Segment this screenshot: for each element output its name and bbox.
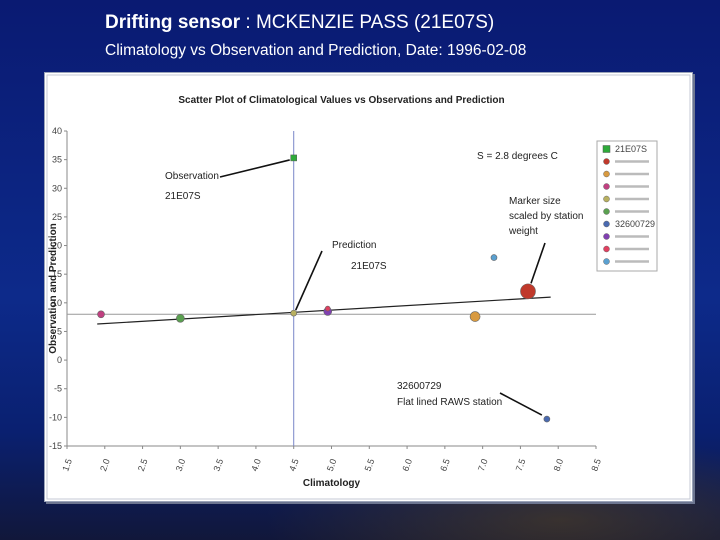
y-tick-label: 25 <box>52 212 62 222</box>
x-axis-label: Climatology <box>303 478 361 489</box>
y-tick-label: -10 <box>49 412 62 422</box>
data-point <box>520 283 536 300</box>
slide-subtitle: Climatology vs Observation and Predictio… <box>105 42 527 59</box>
annotation-text: scaled by station <box>509 211 584 222</box>
legend-marker <box>603 170 610 178</box>
legend-marker <box>603 195 610 203</box>
x-tick-label: 1.5 <box>60 457 74 472</box>
legend-marker <box>603 220 610 228</box>
x-tick-label: 4.5 <box>287 457 301 472</box>
annotation-arrow <box>530 242 546 284</box>
x-tick-label: 7.5 <box>514 457 528 472</box>
legend-marker <box>603 158 610 165</box>
x-tick-label: 8.5 <box>589 457 603 472</box>
legend-marker <box>602 145 611 153</box>
x-tick-label: 2.5 <box>136 457 150 472</box>
x-tick-label: 3.5 <box>211 457 225 472</box>
data-point <box>176 313 185 323</box>
x-tick-label: 3.0 <box>174 457 188 472</box>
slide-title: Drifting sensor : MCKENZIE PASS (21E07S) <box>105 12 494 34</box>
slide-title-rest: : MCKENZIE PASS (21E07S) <box>240 12 495 33</box>
x-tick-label: 7.0 <box>476 457 490 472</box>
annotation-arrow <box>499 392 543 416</box>
y-axis-label: Observation and Prediction <box>48 223 59 354</box>
chart-panel: Scatter Plot of Climatological Values vs… <box>44 72 693 502</box>
annotation-text: Prediction <box>332 240 376 251</box>
data-point <box>490 254 498 261</box>
y-tick-label: 35 <box>52 155 62 165</box>
data-point <box>290 309 298 317</box>
x-tick-label: 6.0 <box>400 457 414 472</box>
annotation-arrow <box>294 250 323 311</box>
annotation-arrow <box>219 159 290 178</box>
annotation-text: weight <box>508 226 538 237</box>
data-point <box>290 154 297 162</box>
legend-label: 32600729 <box>615 219 655 229</box>
y-tick-label: 0 <box>57 355 62 365</box>
y-tick-label: 30 <box>52 183 62 193</box>
annotation-text: Flat lined RAWS station <box>397 397 502 408</box>
x-tick-label: 5.0 <box>325 457 339 472</box>
x-tick-label: 8.0 <box>552 457 566 472</box>
y-tick-label: 20 <box>52 241 62 251</box>
legend-label: 21E07S <box>615 144 647 154</box>
annotation-text: Marker size <box>509 196 561 207</box>
chart-title: Scatter Plot of Climatological Values vs… <box>178 95 504 106</box>
chart-frame <box>46 74 691 500</box>
annotation-text: S = 2.8 degrees C <box>477 151 558 162</box>
x-tick-label: 2.0 <box>98 457 112 472</box>
y-tick-label: -5 <box>54 384 62 394</box>
data-point <box>324 305 331 312</box>
y-tick-label: 15 <box>52 269 62 279</box>
legend-marker <box>603 233 610 240</box>
x-tick-label: 5.5 <box>363 457 377 472</box>
data-point <box>97 310 105 319</box>
annotation-text: 21E07S <box>165 191 201 202</box>
legend-marker <box>603 245 610 253</box>
legend-marker <box>603 183 610 190</box>
annotation-text: Observation <box>165 171 219 182</box>
annotation-text: 32600729 <box>397 381 442 392</box>
slide-title-bold: Drifting sensor <box>105 12 241 33</box>
x-tick-label: 6.5 <box>438 457 452 472</box>
x-tick-label: 4.0 <box>249 457 263 472</box>
legend-marker <box>603 258 610 265</box>
y-tick-label: 10 <box>52 298 62 308</box>
y-tick-label: -15 <box>49 441 62 451</box>
y-tick-label: 40 <box>52 126 62 136</box>
data-point <box>469 311 481 322</box>
data-point <box>543 415 551 423</box>
legend-marker <box>603 208 610 215</box>
annotation-text: 21E07S <box>351 261 387 272</box>
y-tick-label: 5 <box>57 326 62 336</box>
scatter-chart: Scatter Plot of Climatological Values vs… <box>46 74 691 500</box>
